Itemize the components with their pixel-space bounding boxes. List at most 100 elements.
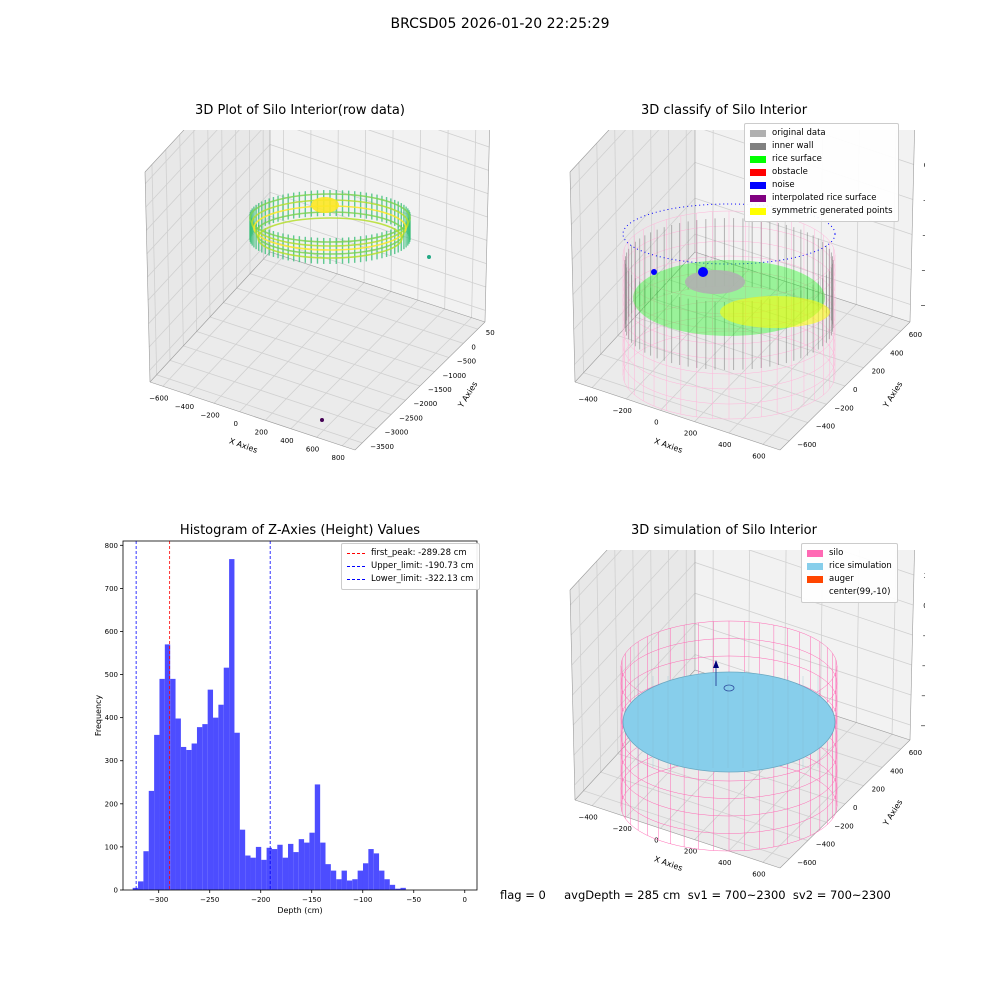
- classify-y-axis-label: Y Axies: [881, 380, 905, 410]
- legend-label: original data: [772, 128, 826, 138]
- simulation-axis-edge: [574, 799, 781, 869]
- histogram-bar: [207, 689, 214, 890]
- classify-y-tick-label: 400: [890, 349, 903, 357]
- legend-swatch: [750, 195, 766, 202]
- histogram-bar: [202, 724, 208, 890]
- classify-legend: original data inner wall rice surface obsta…: [744, 123, 899, 222]
- raw-y-tick-label: −3000: [385, 429, 409, 437]
- simulation-y-tick-label: 400: [890, 767, 903, 775]
- simulation-axis-edge: [779, 739, 911, 869]
- legend-label: interpolated rice surface: [772, 193, 877, 203]
- legend-swatch: [750, 143, 766, 150]
- histogram-bar: [341, 870, 347, 890]
- status-footer: flag = 0 avgDepth = 285 cm sv1 = 700~230…: [500, 888, 891, 902]
- classify-y-tick-label: −200: [834, 404, 853, 412]
- histogram-bar: [255, 846, 262, 890]
- legend-swatch: [807, 576, 823, 583]
- classify-y-tick-label: 200: [872, 368, 885, 376]
- histogram-bar: [154, 734, 160, 890]
- histogram-bar: [250, 857, 256, 890]
- histogram-bar: [175, 718, 181, 890]
- simulation-axis-edge: [909, 550, 915, 741]
- legend-entry: obstacle: [750, 166, 893, 179]
- histogram-bar: [266, 847, 272, 890]
- classify-z-gridline: [570, 130, 627, 190]
- raw-point-ring: [257, 217, 403, 259]
- classify-axis-edge: [574, 381, 781, 451]
- classify-point-cloud: [622, 203, 836, 370]
- legend-label: first_peak: -289.28 cm: [371, 548, 467, 558]
- legend-entry: original data: [750, 127, 893, 140]
- raw-point-cloud: [249, 190, 431, 422]
- raw-y-tick-label: 500: [486, 329, 495, 337]
- raw-y-tick-label: −2000: [414, 400, 438, 408]
- legend-swatch: [750, 208, 766, 215]
- histogram-y-tick-label: 600: [105, 628, 118, 636]
- legend-swatch: [807, 550, 823, 557]
- classify-noise-ring: [622, 203, 836, 265]
- histogram-bar: [143, 851, 149, 890]
- raw-x-tick-label: −200: [200, 411, 219, 419]
- histogram-bar: [180, 746, 187, 890]
- simulation-z-tick-label: 200: [924, 572, 925, 580]
- histogram-legend: first_peak: -289.28 cm Upper_limit: -190.…: [341, 543, 480, 590]
- histogram-bar: [293, 852, 299, 890]
- histogram-bar: [298, 839, 305, 890]
- figure-title: BRCSD05 2026-01-20 22:25:29: [390, 16, 610, 32]
- raw-x-tick-label: 200: [255, 428, 268, 436]
- classify-x-tick-label: −400: [578, 396, 597, 404]
- histogram-bar: [148, 790, 155, 890]
- classify-symmetric-points: [720, 296, 830, 328]
- legend-label: center(99,-10): [829, 587, 891, 597]
- raw-axis-edge: [149, 251, 271, 383]
- histogram-bar: [239, 829, 246, 890]
- histogram-x-tick-label: −50: [406, 896, 421, 904]
- classify-y-tick-label: −600: [797, 441, 816, 449]
- simulation-z-tick-label: 0: [923, 602, 925, 610]
- histogram-bar: [282, 857, 289, 890]
- legend-line-sample: [347, 553, 365, 554]
- raw-z-gridline: [145, 130, 490, 208]
- classify-axis-edge: [569, 171, 576, 383]
- raw-data-3d-plot: −600−400−20002004006008005000−500−1000−1…: [144, 130, 495, 462]
- histogram-bar: [320, 842, 326, 890]
- histogram-y-tick-label: 500: [105, 671, 118, 679]
- legend-label: noise: [772, 180, 795, 190]
- histogram-bar: [191, 743, 197, 890]
- histogram-bar: [170, 678, 176, 890]
- raw-axis-edge: [144, 171, 151, 383]
- classify-axis-edge: [569, 130, 610, 173]
- legend-swatch: [807, 589, 823, 596]
- raw-y-tick-label: −2500: [399, 414, 423, 422]
- histogram-y-tick-label: 100: [105, 843, 118, 851]
- simulation-z-tick-label: −600: [921, 692, 925, 700]
- raw-x-tick-label: −400: [175, 403, 194, 411]
- classify-z-tick-label: −800: [920, 302, 925, 310]
- classify-silo-wireframe-ring: [622, 210, 836, 300]
- histogram-y-tick-label: 200: [105, 800, 118, 808]
- legend-entry: rice surface: [750, 153, 893, 166]
- raw-point-ring: [249, 193, 411, 243]
- classify-y-tick-label: 600: [909, 331, 922, 339]
- classify-x-tick-label: 600: [752, 452, 765, 460]
- histogram-bar: [357, 870, 363, 890]
- legend-line-sample: [347, 566, 365, 567]
- simulation-x-tick-label: 200: [684, 848, 697, 856]
- raw-z-gridline: [146, 130, 489, 254]
- histogram-bar: [330, 870, 337, 890]
- raw-x-tick-label: 800: [332, 454, 345, 462]
- raw-y-tick-label: −1500: [428, 386, 452, 394]
- histogram-y-tick-label: 400: [105, 714, 118, 722]
- simulation-x-axis-label: X Axies: [653, 854, 684, 873]
- histogram-bar: [395, 888, 401, 890]
- raw-left-pane: [145, 130, 270, 382]
- raw-y-tick-label: −1000: [442, 372, 466, 380]
- classify-z-tick-label: 0: [924, 162, 925, 170]
- legend-entry: first_peak: -289.28 cm: [347, 547, 474, 560]
- histogram-bar: [245, 855, 251, 890]
- legend-swatch: [750, 156, 766, 163]
- raw-z-gridline: [146, 130, 489, 231]
- legend-entry: symmetric generated points: [750, 205, 893, 218]
- raw-outlier-point: [320, 418, 324, 422]
- simulation-auger-tip: [713, 660, 719, 668]
